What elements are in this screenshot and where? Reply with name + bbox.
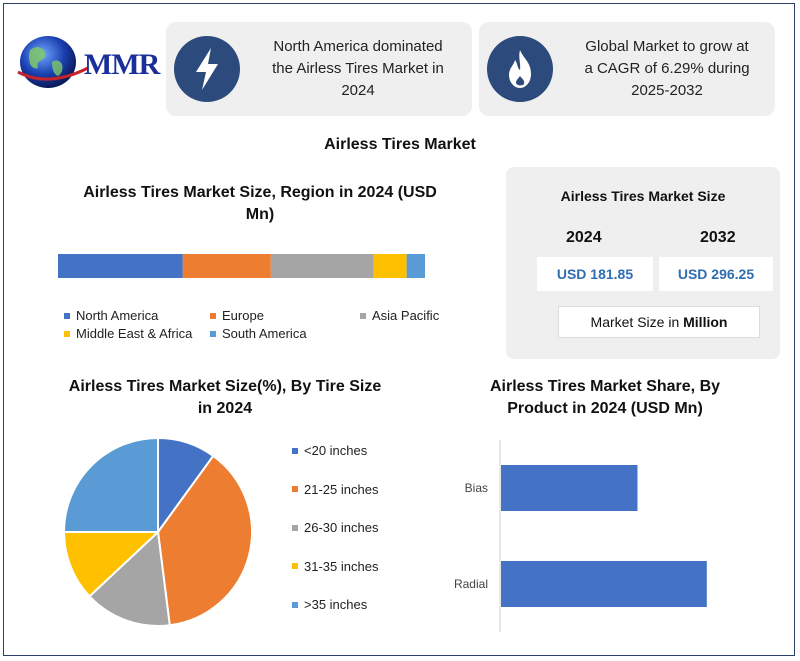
product-label-radial: Radial [454,577,488,591]
value-2024: USD 181.85 [537,257,653,291]
region-segment-middle-east-africa [373,254,407,278]
value-2032: USD 296.25 [659,257,773,291]
market-size-title: Airless Tires Market Size [560,188,726,204]
tire-size-chart-title: Airless Tires Market Size(%), By Tire Si… [68,378,382,417]
legend-swatch [210,312,216,319]
region-chart-title: Airless Tires Market Size, Region in 202… [83,184,437,223]
legend-item-south-america: South America [210,326,307,341]
legend-label: Middle East & Africa [76,326,193,341]
legend-swatch [292,563,298,569]
pie-legend-item-31-35-inches: 31-35 inches [292,559,378,574]
legend-item-north-america: North America [64,308,158,323]
year-label-2032: 2032 [700,229,736,246]
unit-label: Market Size in Million [558,306,760,338]
legend-item-asia-pacific: Asia Pacific [360,308,439,323]
legend-label: >35 inches [304,597,368,612]
legend-item-middle-east-africa: Middle East & Africa [64,326,192,341]
region-segment-europe [182,254,271,278]
product-bar-radial [501,561,707,607]
legend-swatch [292,524,298,531]
region-segment-north-america [58,254,183,278]
region-stacked-bar [58,254,425,278]
mmr-logo: MMR [12,32,162,94]
pie-legend-item-20-inches: <20 inches [292,443,367,458]
legend-label: South America [222,326,307,341]
pie-legend-item-21-25-inches: 21-25 inches [292,482,378,497]
product-chart-title: Airless Tires Market Share, By Product i… [489,378,721,417]
pie-slice-31-35-inches [62,531,161,598]
pie-slice-21-25-inches [156,454,253,627]
legend-swatch [360,312,366,319]
pie-legend-item-26-30-inches: 26-30 inches [292,520,378,535]
legend-label: North America [76,308,159,323]
legend-swatch [292,601,298,608]
legend-swatch [210,330,216,337]
legend-swatch [64,312,70,319]
legend-label: Asia Pacific [372,308,440,323]
legend-swatch [292,447,298,454]
lightning-bolt-icon [174,36,240,102]
legend-swatch [292,486,298,492]
market-size-panel: Airless Tires Market Size 2024 2032 USD … [506,167,780,359]
legend-item-europe: Europe [210,308,264,323]
region-segment-south-america [406,254,425,278]
flame-icon [487,36,553,102]
pie-legend-item-35-inches: >35 inches [292,597,367,612]
year-label-2024: 2024 [566,229,602,246]
product-bar-bias [501,465,638,511]
main-title: Airless Tires Market [324,136,476,153]
legend-label: 21-25 inches [304,481,379,497]
highlight-text-dominance: North America dominated the Airless Tire… [272,38,444,99]
tire-size-pie-chart [62,436,253,627]
legend-label: 31-35 inches [304,558,379,574]
highlight-card-dominance: North America dominated the Airless Tire… [166,22,472,116]
globe-icon [17,36,89,88]
legend-label: Europe [222,308,264,323]
logo-text: MMR [84,48,160,81]
legend-label: <20 inches [304,443,368,458]
highlight-text-cagr: Global Market to grow at a CAGR of 6.29%… [584,38,750,99]
region-segment-asia-pacific [270,254,374,278]
infographic-frame [3,3,795,656]
product-label-bias: Bias [465,481,488,495]
pie-slice-35-inches [62,436,159,533]
pie-slice-26-30-inches [88,529,171,627]
product-bar-chart: Bias Radial [454,440,707,632]
legend-label: 26-30 inches [304,520,379,535]
highlight-card-cagr: Global Market to grow at a CAGR of 6.29%… [479,22,775,116]
legend-swatch [64,330,70,337]
